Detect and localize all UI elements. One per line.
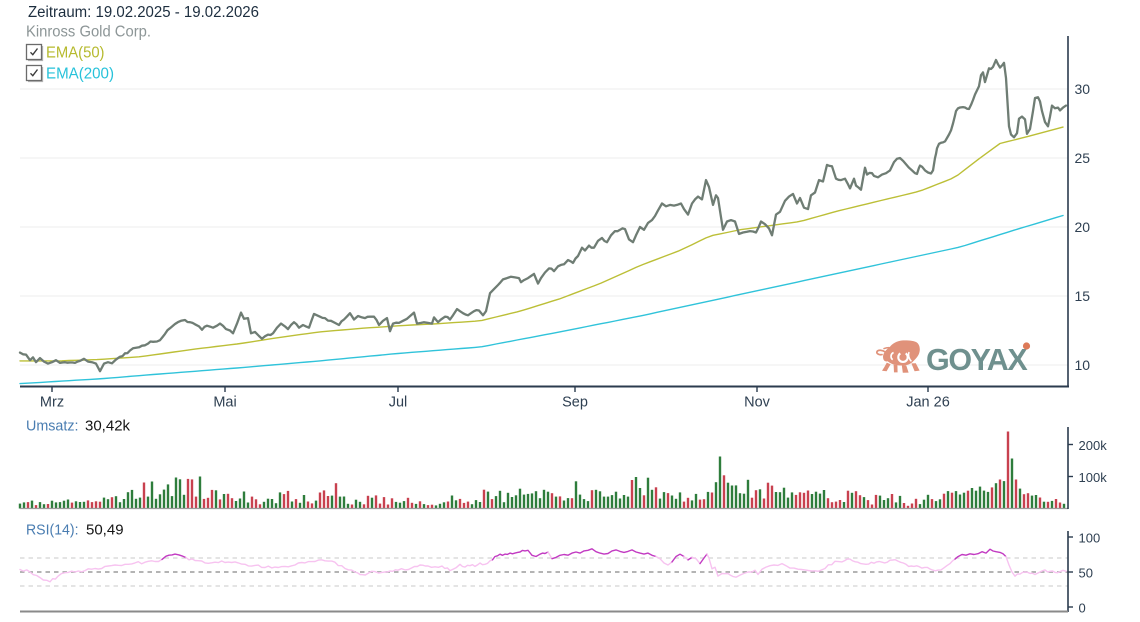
svg-text:GOYAX: GOYAX bbox=[926, 343, 1028, 377]
svg-text:0: 0 bbox=[1079, 601, 1086, 616]
svg-text:10: 10 bbox=[1075, 357, 1091, 373]
svg-text:100: 100 bbox=[1079, 531, 1101, 546]
svg-text:Nov: Nov bbox=[744, 395, 771, 411]
svg-text:EMA(50): EMA(50) bbox=[46, 45, 105, 62]
svg-text:20: 20 bbox=[1075, 219, 1091, 235]
svg-text:Umsatz:: Umsatz: bbox=[26, 418, 79, 435]
svg-text:Sep: Sep bbox=[562, 395, 588, 411]
svg-text:Jan 26: Jan 26 bbox=[906, 395, 950, 411]
svg-text:Kinross Gold Corp.: Kinross Gold Corp. bbox=[26, 24, 151, 41]
svg-text:Mai: Mai bbox=[213, 395, 236, 411]
svg-text:Zeitraum: 19.02.2025 - 19.02.2: Zeitraum: 19.02.2025 - 19.02.2026 bbox=[28, 4, 259, 21]
svg-text:50,49: 50,49 bbox=[86, 522, 124, 539]
svg-text:100k: 100k bbox=[1079, 470, 1108, 485]
svg-text:Jul: Jul bbox=[389, 395, 408, 411]
svg-text:EMA(200): EMA(200) bbox=[46, 66, 114, 83]
svg-text:15: 15 bbox=[1075, 288, 1091, 304]
svg-text:25: 25 bbox=[1075, 150, 1091, 166]
svg-text:200k: 200k bbox=[1079, 438, 1108, 453]
svg-text:50: 50 bbox=[1079, 566, 1093, 581]
svg-text:30: 30 bbox=[1075, 81, 1091, 97]
svg-text:30,42k: 30,42k bbox=[85, 418, 131, 435]
svg-text:RSI(14):: RSI(14): bbox=[26, 522, 79, 539]
svg-text:Mrz: Mrz bbox=[40, 395, 64, 411]
